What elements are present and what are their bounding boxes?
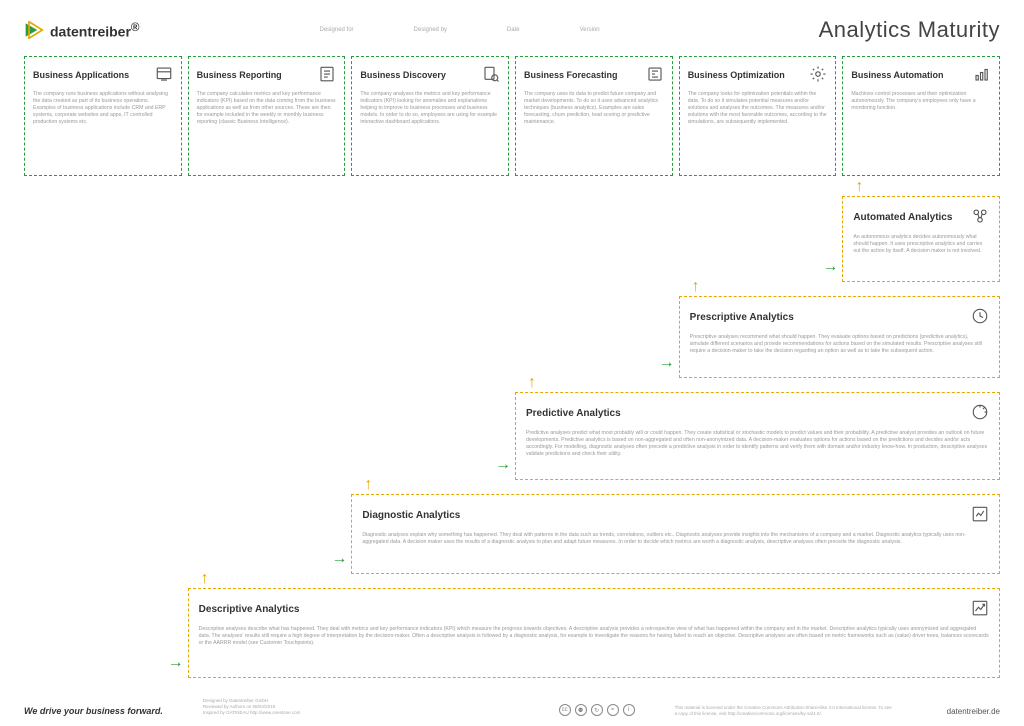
header: datentreiber® Designed for Designed by D… [0, 0, 1024, 56]
page-title: Analytics Maturity [819, 17, 1000, 43]
step-desc: Prescriptive analyses recommend what sho… [690, 334, 989, 355]
step-title: Predictive Analytics [526, 408, 621, 419]
step-title: Prescriptive Analytics [690, 312, 794, 323]
column-5: Business Automation Machines control proc… [842, 56, 1000, 176]
meta-version: Version [580, 27, 600, 33]
site-url: datentreiber.de [947, 707, 1000, 716]
column-3: Business Forecasting The company uses its… [515, 56, 673, 176]
step-descriptive-analytics: Descriptive Analytics Descriptive analyse… [188, 588, 1000, 678]
step-title: Descriptive Analytics [199, 604, 300, 615]
step-desc: Descriptive analyses describe what has h… [199, 626, 989, 647]
tagline: We drive your business forward. [24, 706, 163, 716]
cc-sa-icon: ↻ [591, 704, 603, 716]
step-predictive-analytics: Predictive Analytics Predictive analyses … [515, 392, 1000, 480]
maturity-columns: Business Applications The company runs bu… [0, 56, 1024, 176]
column-title: Business Reporting [197, 70, 282, 80]
column-icon [973, 65, 991, 85]
column-icon [482, 65, 500, 85]
column-desc: The company runs business applications w… [33, 91, 173, 126]
column-0: Business Applications The company runs bu… [24, 56, 182, 176]
step-prescriptive-analytics: Prescriptive Analytics Prescriptive analy… [679, 296, 1000, 378]
step-desc: Diagnostic analyses explain why somethin… [362, 532, 989, 546]
analytics-stairs: Automated Analytics An autonomous analyti… [0, 186, 1024, 686]
column-title: Business Automation [851, 70, 943, 80]
column-icon [646, 65, 664, 85]
column-icon [809, 65, 827, 85]
step-automated-analytics: Automated Analytics An autonomous analyti… [842, 196, 1000, 282]
step-diagnostic-analytics: Diagnostic Analytics Diagnostic analyses … [351, 494, 1000, 574]
step-icon [971, 599, 989, 620]
cc-nd-icon: = [607, 704, 619, 716]
meta-designed-for: Designed for [320, 27, 354, 33]
footer: We drive your business forward. Designed… [0, 690, 1024, 726]
credits: Designed by Datentreiber GmbHReviewed by… [203, 698, 300, 716]
column-title: Business Optimization [688, 70, 785, 80]
column-desc: The company uses its data to predict fut… [524, 91, 664, 126]
step-desc: Predictive analyses predict what most pr… [526, 430, 989, 458]
step-title: Diagnostic Analytics [362, 510, 460, 521]
column-title: Business Discovery [360, 70, 446, 80]
cc-i-icon: i [623, 704, 635, 716]
column-icon [155, 65, 173, 85]
header-meta: Designed for Designed by Date Version [320, 27, 600, 33]
column-desc: The company looks for optimization poten… [688, 91, 828, 126]
step-title: Automated Analytics [853, 212, 952, 223]
cc-by-icon: ⚉ [575, 704, 587, 716]
column-1: Business Reporting The company calculates… [188, 56, 346, 176]
step-icon [971, 207, 989, 228]
column-4: Business Optimization The company looks f… [679, 56, 837, 176]
cc-cc-icon: cc [559, 704, 571, 716]
column-icon [318, 65, 336, 85]
column-title: Business Forecasting [524, 70, 618, 80]
cc-badges: cc ⚉ ↻ = i [559, 704, 635, 716]
column-desc: The company calculates metrics and key p… [197, 91, 337, 126]
meta-date: Date [507, 27, 520, 33]
step-icon [971, 505, 989, 526]
cc-text: This material is licensed under the Crea… [675, 705, 895, 716]
column-2: Business Discovery The company analyses t… [351, 56, 509, 176]
column-desc: Machines control processes and their opt… [851, 91, 991, 112]
meta-designed-by: Designed by [414, 27, 447, 33]
brand-name: datentreiber® [50, 21, 140, 40]
logo: datentreiber® [24, 21, 140, 40]
logo-icon [24, 21, 44, 39]
step-icon [971, 307, 989, 328]
step-desc: An autonomous analytics decides autonomo… [853, 234, 989, 255]
column-desc: The company analyses the metrics and key… [360, 91, 500, 126]
column-title: Business Applications [33, 70, 129, 80]
step-icon [971, 403, 989, 424]
